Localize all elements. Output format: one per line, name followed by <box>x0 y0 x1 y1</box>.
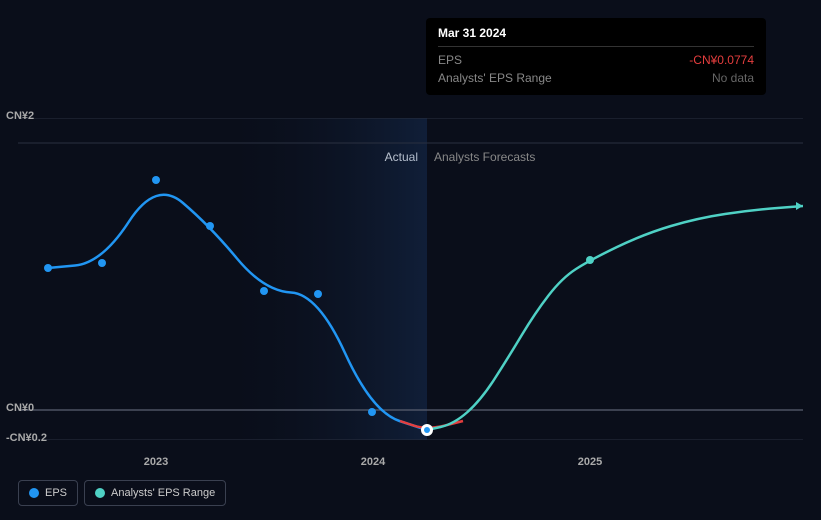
y-axis-label: CN¥0 <box>6 402 34 414</box>
x-axis-label: 2023 <box>144 456 168 468</box>
data-point-actual[interactable] <box>260 287 268 295</box>
plot-area[interactable] <box>18 118 803 440</box>
legend-label: EPS <box>45 487 67 499</box>
tooltip-row: Analysts' EPS Range No data <box>438 69 754 87</box>
forecast-arrow-icon <box>796 202 803 210</box>
legend-item[interactable]: Analysts' EPS Range <box>84 480 226 506</box>
legend-item[interactable]: EPS <box>18 480 78 506</box>
legend-marker-icon <box>95 488 105 498</box>
x-axis-label: 2024 <box>361 456 385 468</box>
highlight-marker-inner <box>424 427 430 433</box>
y-axis-label: -CN¥0.2 <box>6 432 47 444</box>
y-axis-label: CN¥2 <box>6 110 34 122</box>
tooltip-row: EPS -CN¥0.0774 <box>438 51 754 69</box>
legend-marker-icon <box>29 488 39 498</box>
tooltip-row-value: No data <box>712 71 754 85</box>
legend-label: Analysts' EPS Range <box>111 487 215 499</box>
data-point-actual[interactable] <box>98 259 106 267</box>
data-point-actual[interactable] <box>206 222 214 230</box>
data-point-actual[interactable] <box>44 264 52 272</box>
tooltip-rows: EPS -CN¥0.0774 Analysts' EPS Range No data <box>438 51 754 87</box>
tooltip-row-value: -CN¥0.0774 <box>689 53 754 67</box>
data-point-forecast[interactable] <box>586 256 594 264</box>
x-axis-label: 2025 <box>578 456 602 468</box>
data-point-actual[interactable] <box>152 176 160 184</box>
data-point-actual[interactable] <box>314 290 322 298</box>
tooltip-row-label: Analysts' EPS Range <box>438 71 552 85</box>
tooltip-title: Mar 31 2024 <box>438 26 754 47</box>
series-forecast-line <box>427 206 803 430</box>
chart-container: Mar 31 2024 EPS -CN¥0.0774 Analysts' EPS R… <box>0 0 821 520</box>
tooltip: Mar 31 2024 EPS -CN¥0.0774 Analysts' EPS R… <box>426 18 766 95</box>
legend: EPS Analysts' EPS Range <box>18 480 226 506</box>
tooltip-row-label: EPS <box>438 53 462 67</box>
data-point-actual[interactable] <box>368 408 376 416</box>
